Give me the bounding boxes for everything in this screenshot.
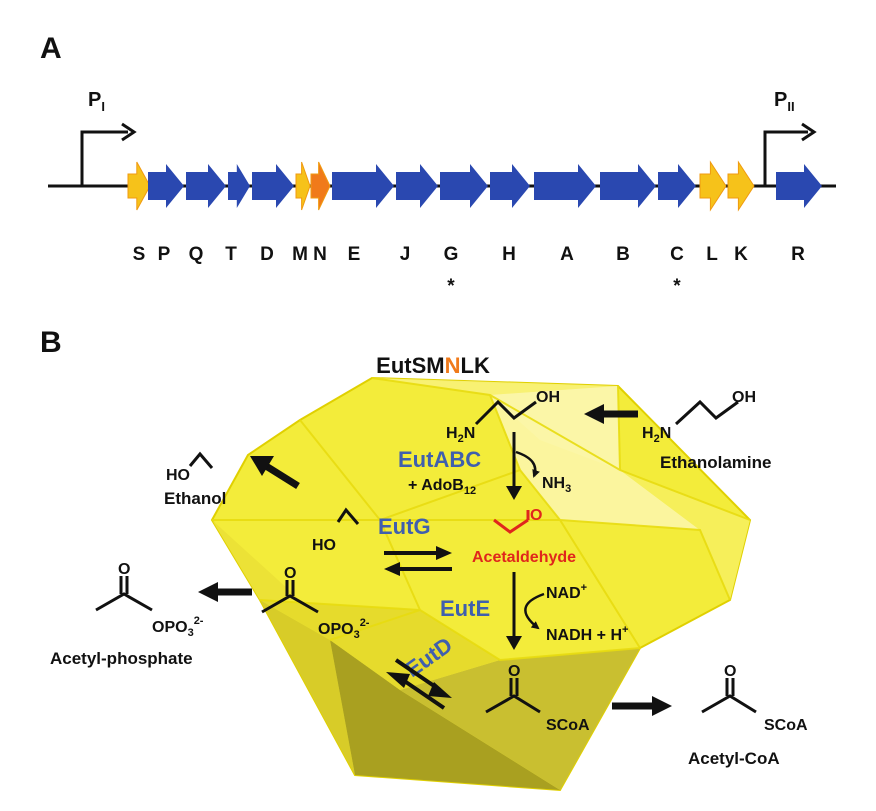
ethanolamine-outside: H2N OH Ethanolamine xyxy=(642,389,771,472)
gene-arrow-s xyxy=(127,161,151,211)
gene-label-l: L xyxy=(706,244,718,265)
ethanolamine-inside: H2N OH xyxy=(446,389,560,445)
gene-arrow-n xyxy=(310,161,331,211)
gene-label-e: E xyxy=(348,244,361,265)
h2n-inside-label: H2N xyxy=(446,425,475,445)
adob12-label: + AdoB12 xyxy=(408,477,476,497)
gene-asterisk-c: * xyxy=(673,276,681,297)
h2n-label: H2N xyxy=(642,425,671,445)
shell-proteins-title: EutSMNLK xyxy=(376,353,490,378)
ethanol-inside: HO xyxy=(312,507,360,554)
acetyl-phosphate-outside: O OPO32- Acetyl-phosphate xyxy=(50,561,204,668)
gene-label-t: T xyxy=(225,244,237,265)
gene-label-s: S xyxy=(133,244,146,265)
gene-arrow-d xyxy=(252,164,294,208)
gene-arrow-q xyxy=(186,164,226,208)
gene-arrow-a xyxy=(534,164,596,208)
gene-label-j: J xyxy=(400,244,411,265)
scoa-inside-label: SCoA xyxy=(546,717,590,734)
gene-arrow-e xyxy=(332,164,394,208)
acetaldehyde-label: Acetaldehyde xyxy=(472,549,576,566)
microcompartment-shell xyxy=(210,376,752,792)
promoter-p2-label: PII xyxy=(774,89,795,114)
gene-arrows xyxy=(127,160,822,212)
opo3-inside-label: OPO32- xyxy=(318,617,370,641)
gene-arrow-b xyxy=(600,164,656,208)
eutd-equilibrium-arrows xyxy=(386,658,452,710)
eute-arrow-head xyxy=(506,636,522,650)
ho-outside-label: HO xyxy=(166,467,190,484)
acetyl-phosphate-inside: O OPO32- xyxy=(261,565,370,641)
acetyl-phosphate-label: Acetyl-phosphate xyxy=(50,649,193,668)
nadh-label: NADH + H+ xyxy=(546,624,628,644)
promoter-p1-label: PI xyxy=(88,89,105,114)
panel-a-label: A xyxy=(40,32,62,65)
gene-asterisk-g: * xyxy=(447,276,455,297)
acoa-inside-o: O xyxy=(508,663,520,680)
promoter-p1: PI xyxy=(80,89,137,186)
eutg-equilibrium-arrows xyxy=(384,546,452,576)
gene-label-p: P xyxy=(158,244,171,265)
gene-arrow-l xyxy=(699,160,727,212)
acoa-export-arrow-head xyxy=(652,696,672,716)
eutg-label: EutG xyxy=(378,514,431,539)
gene-label-k: K xyxy=(734,244,748,265)
scoa-outside-label: SCoA xyxy=(764,717,808,734)
import-arrow-head xyxy=(584,404,604,424)
acetaldehyde-o: O xyxy=(530,507,542,524)
promoter-p2: PII xyxy=(763,89,817,186)
acoa-outside-o: O xyxy=(724,663,736,680)
acp-inside-o: O xyxy=(284,565,296,582)
gene-label-c: C xyxy=(670,244,684,265)
gene-arrow-k xyxy=(727,160,755,212)
panel-b-label: B xyxy=(40,326,62,359)
gene-arrow-g xyxy=(440,164,488,208)
gene-label-q: Q xyxy=(189,244,204,265)
acetyl-coa-inside: O SCoA xyxy=(485,663,590,734)
acetyl-coa-label: Acetyl-CoA xyxy=(688,749,780,768)
ethanol-export-arrow-shaft xyxy=(264,463,300,489)
gene-labels: S P Q T D M N E J G * H A B C * L K R xyxy=(133,244,805,297)
ethanol-label: Ethanol xyxy=(164,489,226,508)
gene-label-a: A xyxy=(560,244,574,265)
eutabc-arrow-head xyxy=(506,486,522,500)
eutabc-label: EutABC xyxy=(398,447,481,472)
gene-arrow-j xyxy=(396,164,438,208)
nh3-release-arrow xyxy=(515,450,540,478)
acetaldehyde-structure: O Acetaldehyde xyxy=(472,507,576,566)
ethanolamine-label: Ethanolamine xyxy=(660,453,771,472)
acp-export-arrow-head xyxy=(198,582,218,602)
eute-label: EutE xyxy=(440,596,490,621)
gene-label-m: M xyxy=(292,244,308,265)
oh-inside-label: OH xyxy=(536,389,560,406)
nad-label: NAD+ xyxy=(546,582,587,602)
gene-arrow-p xyxy=(148,164,184,208)
gene-label-g: G xyxy=(444,244,459,265)
gene-arrow-c xyxy=(658,164,696,208)
gene-arrow-m xyxy=(295,161,311,211)
gene-label-b: B xyxy=(616,244,630,265)
opo3-outside-label: OPO32- xyxy=(152,615,204,639)
gene-label-h: H xyxy=(502,244,516,265)
gene-label-d: D xyxy=(260,244,274,265)
gene-arrow-r xyxy=(776,164,822,208)
acp-outside-o: O xyxy=(118,561,130,578)
ethanol-outside: HO Ethanol xyxy=(164,451,226,508)
ethanol-export-arrow-head xyxy=(250,456,274,476)
ho-inside-label: HO xyxy=(312,537,336,554)
nad-arrow xyxy=(524,592,545,630)
gene-label-n: N xyxy=(313,244,327,265)
gene-arrow-h xyxy=(490,164,530,208)
acetyl-coa-outside: O SCoA Acetyl-CoA xyxy=(688,663,808,768)
oh-label: OH xyxy=(732,389,756,406)
gene-label-r: R xyxy=(791,244,805,265)
nh3-label: NH3 xyxy=(542,475,571,495)
gene-arrow-t xyxy=(228,164,250,208)
